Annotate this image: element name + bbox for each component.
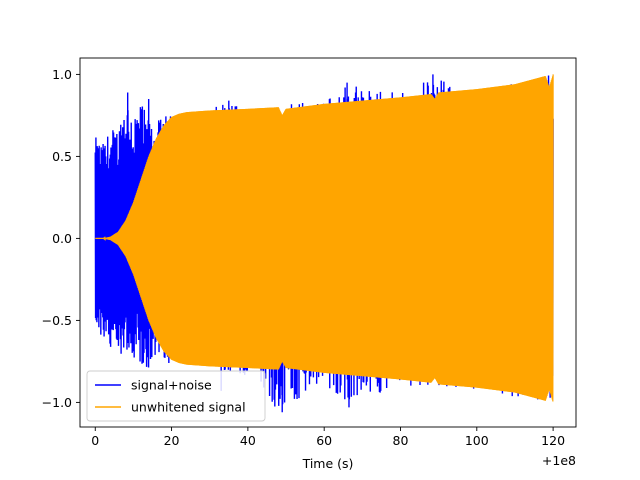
- x-tick-label: 40: [240, 433, 256, 448]
- legend-label-signal-noise: signal+noise: [131, 378, 212, 393]
- x-tick-label: 100: [465, 433, 489, 448]
- legend: signal+noise unwhitened signal: [86, 370, 266, 422]
- series-layer: [94, 74, 554, 413]
- y-tick-label: −0.5: [42, 313, 72, 328]
- legend-box: [86, 370, 266, 422]
- y-axis: −1.0 −0.5 0.0 0.5 1.0: [42, 67, 80, 410]
- x-tick-label: 20: [164, 433, 180, 448]
- legend-label-unwhitened-signal: unwhitened signal: [131, 400, 246, 415]
- x-tick-label: 0: [91, 433, 99, 448]
- series-fill-unwhitened-signal: [95, 74, 554, 403]
- x-offset-label: +1e8: [542, 453, 576, 468]
- y-tick-label: 0.0: [52, 231, 72, 246]
- x-tick-label: 120: [541, 433, 565, 448]
- x-axis-label: Time (s): [302, 456, 354, 471]
- plot-frame: [79, 57, 577, 428]
- y-tick-label: 0.5: [52, 149, 72, 164]
- x-tick-label: 80: [393, 433, 409, 448]
- x-axis: 0 20 40 60 80 100 120: [91, 427, 565, 448]
- x-tick-label: 60: [316, 433, 332, 448]
- y-tick-label: 1.0: [52, 67, 72, 82]
- y-tick-label: −1.0: [42, 395, 72, 410]
